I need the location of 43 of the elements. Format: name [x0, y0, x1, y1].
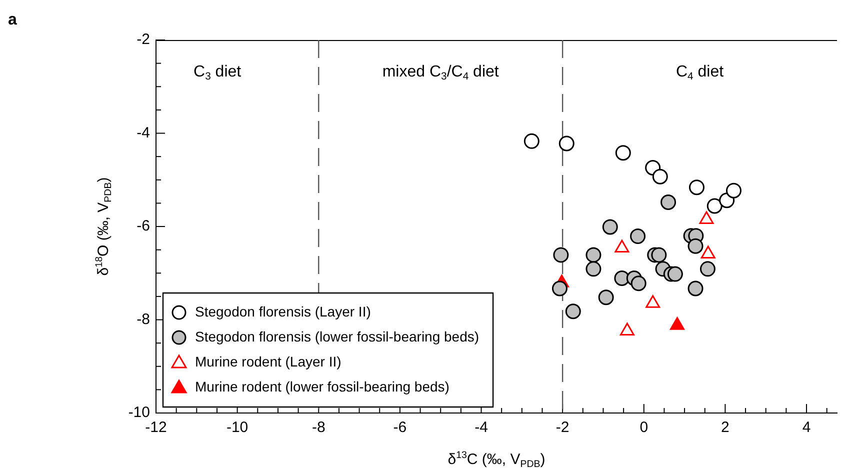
point	[652, 168, 668, 184]
legend-label: Stegodon florensis (lower fossil-bearing beds)	[195, 328, 480, 344]
point	[688, 280, 704, 296]
y-axis-title: δ18O (‰, VPDB)	[94, 177, 114, 276]
x-tick-label: -6	[393, 419, 407, 436]
point	[630, 276, 646, 292]
y-tick-label: -2	[136, 31, 150, 48]
y-tick-label: -8	[136, 310, 150, 328]
point	[602, 219, 618, 235]
point	[558, 136, 574, 152]
legend-label: Stegodon florensis (Layer II)	[195, 303, 371, 320]
point	[660, 194, 676, 210]
point	[700, 261, 716, 277]
point	[553, 247, 569, 263]
y-tick-label: -6	[136, 218, 150, 235]
point	[726, 182, 742, 198]
x-tick-label: 0	[640, 419, 648, 436]
point	[586, 247, 602, 263]
point	[667, 266, 683, 282]
point	[552, 280, 568, 296]
y-tick-label: -10	[128, 404, 150, 422]
x-tick-label: -8	[312, 419, 326, 436]
legend-label: Murine rodent (lower fossil-bearing beds)	[195, 378, 450, 394]
legend-label: Murine rodent (Layer II)	[195, 353, 342, 370]
x-tick-label: 2	[721, 419, 730, 436]
point	[651, 247, 667, 263]
x-tick-label: -2	[556, 419, 570, 436]
x-tick-label: -10	[226, 419, 248, 436]
x-tick-label: -4	[474, 419, 488, 436]
point	[598, 290, 614, 306]
point	[565, 304, 581, 320]
x-tick-label: 4	[802, 419, 811, 436]
point	[688, 180, 704, 196]
text: a	[8, 11, 17, 28]
point	[614, 270, 630, 286]
point	[615, 145, 631, 161]
x-tick-label: -12	[145, 419, 167, 436]
point	[706, 198, 722, 214]
y-tick-label: -4	[136, 124, 150, 142]
point	[524, 133, 540, 149]
point	[630, 228, 646, 244]
point	[688, 238, 704, 254]
point	[586, 261, 602, 277]
